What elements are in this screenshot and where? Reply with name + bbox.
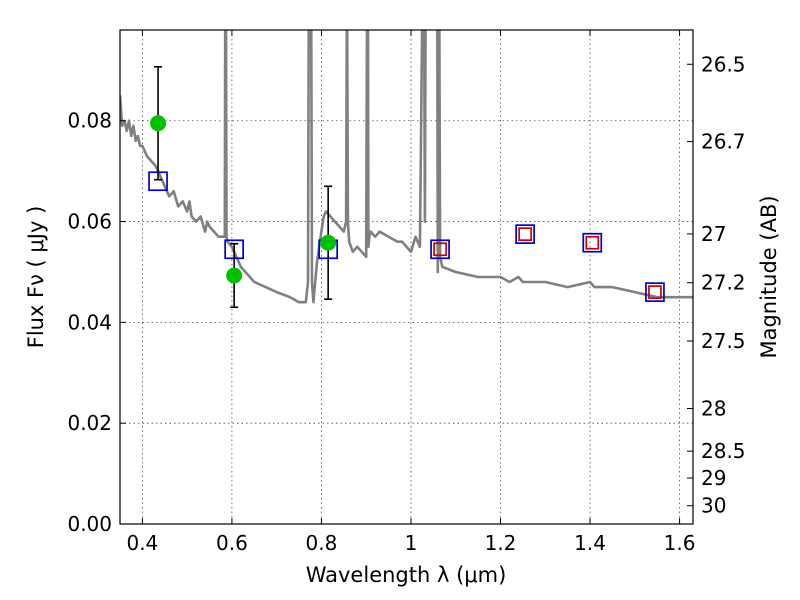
predicted-square-marker [518, 227, 532, 242]
x-tick-label: 0.4 [126, 531, 158, 555]
mag-tick-label: 29 [701, 466, 726, 490]
model-square-marker [515, 224, 535, 245]
x-tick-label: 1.4 [574, 531, 606, 555]
predicted-square-marker [648, 285, 662, 299]
mag-tick-label: 30 [701, 494, 726, 518]
x-tick-label: 1.6 [664, 531, 696, 555]
mag-tick-label: 27.2 [701, 271, 746, 295]
predicted-square-marker [585, 235, 600, 250]
mag-tick-label: 28.5 [701, 439, 746, 463]
observed-point [150, 115, 167, 132]
tick-labels: 0.4 0.6 0.8 1 1.2 1.4 1.6 0.00 0.02 0.04 0.06 0.08 2… [67, 30, 746, 555]
mag-tick-label: 27.5 [701, 329, 746, 353]
model-square-marker [430, 239, 450, 260]
predicted-square-marker [433, 242, 447, 257]
observed-point [320, 234, 337, 251]
x-tick-label: 1.2 [485, 531, 517, 555]
mag-tick-label: 28 [701, 397, 726, 421]
x-axis-title: Wavelength λ (μm) [306, 563, 507, 587]
y-axis-title: Flux Fν ( μJy ) [24, 206, 48, 349]
x-tick-label: 1 [405, 531, 418, 555]
y-tick-label: 0.04 [67, 310, 112, 334]
y-axis-title-right: Magnitude (AB) [757, 195, 781, 358]
x-tick-label: 0.8 [306, 531, 338, 555]
mag-tick-label: 26.7 [701, 130, 746, 154]
y-tick-label: 0.06 [67, 210, 112, 234]
mag-tick-label: 27 [701, 222, 726, 246]
series-layer [120, 30, 693, 309]
model-square-marker [645, 282, 665, 302]
y-tick-label: 0.02 [67, 411, 112, 435]
mag-tick-label: 26.5 [701, 52, 746, 76]
spectrum-line [120, 30, 693, 304]
observed-point [226, 267, 243, 284]
grid-lines [120, 30, 693, 524]
y-tick-label: 0.00 [67, 512, 112, 536]
y-tick-label: 0.08 [67, 109, 112, 133]
x-tick-label: 0.6 [216, 531, 248, 555]
model-square-marker [582, 232, 603, 253]
plot-frame [119, 29, 694, 525]
axes-layer [119, 29, 694, 525]
